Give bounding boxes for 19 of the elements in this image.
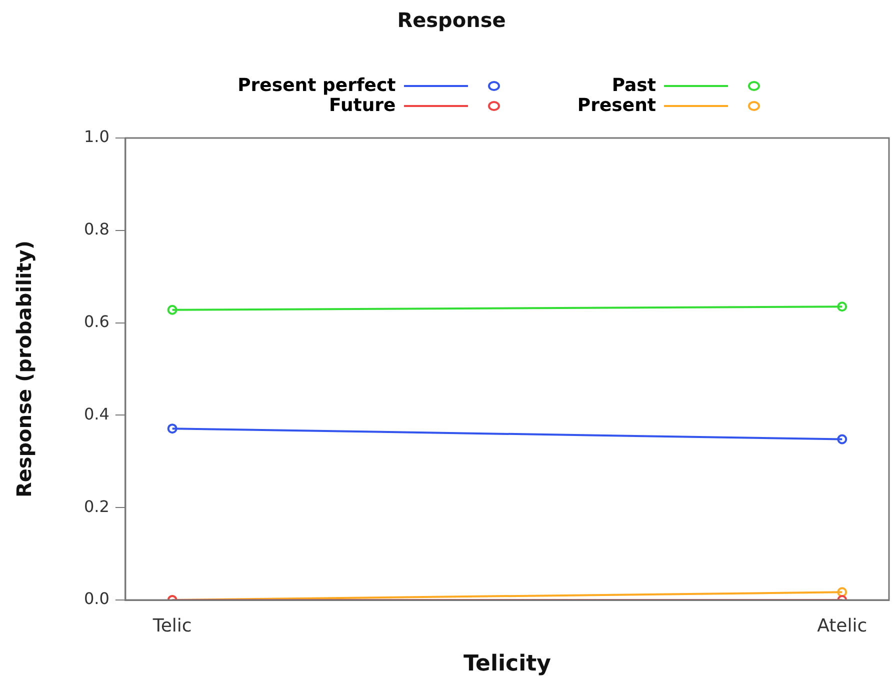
y-tick-label: 0.4 [84,404,110,424]
x-tick-label: Telic [152,615,192,636]
y-tick-label: 1.0 [84,127,110,146]
y-tick-label: 0.6 [84,312,110,331]
point [837,434,848,444]
chart-title: Response [397,8,506,32]
point [167,304,178,315]
point [167,424,178,434]
legend-label: Past [612,75,656,96]
x-tick-label: Atelic [817,615,868,636]
y-tick-label: 0.8 [84,220,110,239]
y-tick-label: 0.2 [84,496,110,516]
legend-label: Present perfect [238,75,396,96]
y-axis-title: Response (probability) [12,240,36,498]
point [837,302,848,312]
legend-label: Present [577,95,656,116]
y-tick-label: 0.0 [84,589,110,608]
x-axis-title: Telicity [463,652,551,677]
legend-label: Future [329,95,396,116]
